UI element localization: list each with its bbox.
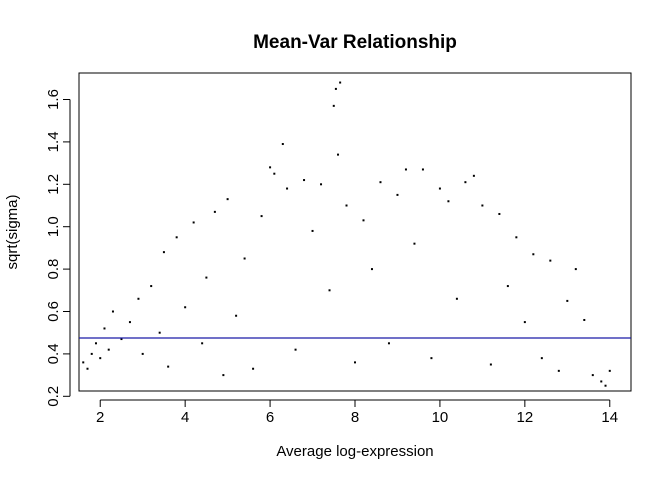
data-point — [328, 289, 331, 292]
data-point — [86, 367, 89, 370]
data-point — [128, 321, 131, 324]
data-point — [566, 299, 569, 302]
data-point — [557, 369, 560, 372]
data-point — [600, 380, 603, 383]
y-tick-label: 1.0 — [45, 216, 62, 237]
data-point — [107, 348, 110, 351]
data-point — [370, 268, 373, 271]
data-point — [481, 204, 484, 207]
data-point — [205, 276, 208, 279]
x-tick-label: 4 — [181, 409, 189, 426]
x-axis: 2 4 6 8 10 12 14 — [96, 399, 618, 426]
data-point — [387, 342, 390, 345]
data-point — [574, 268, 577, 271]
data-point — [334, 87, 337, 90]
data-point — [532, 253, 535, 256]
data-point — [438, 187, 441, 190]
data-point — [141, 352, 144, 355]
data-point — [269, 166, 272, 169]
data-point — [608, 369, 611, 372]
data-point — [396, 193, 399, 196]
data-point — [447, 200, 450, 203]
data-point — [506, 285, 509, 288]
data-point — [332, 104, 335, 107]
y-axis-label: sqrt(sigma) — [4, 194, 21, 269]
data-point — [294, 348, 297, 351]
data-point — [201, 342, 204, 345]
data-point — [162, 251, 165, 254]
data-point — [167, 365, 170, 368]
data-point — [281, 143, 284, 146]
y-tick-label: 0.4 — [45, 343, 62, 364]
data-point — [354, 361, 356, 364]
data-point — [345, 204, 348, 207]
data-point — [94, 342, 97, 345]
data-point — [523, 321, 526, 324]
data-point — [235, 314, 238, 317]
data-point — [540, 357, 543, 360]
data-point — [339, 81, 342, 84]
x-tick-label: 8 — [351, 409, 359, 426]
data-point — [489, 363, 492, 366]
data-point — [103, 327, 106, 330]
x-tick-label: 6 — [266, 409, 274, 426]
data-point — [337, 153, 340, 156]
data-point — [120, 338, 123, 341]
y-tick-label: 1.4 — [45, 131, 62, 152]
data-point — [455, 297, 458, 300]
data-point — [99, 357, 102, 360]
x-tick-label: 14 — [601, 409, 618, 426]
data-point — [192, 221, 195, 224]
data-point — [320, 183, 323, 186]
data-point — [273, 172, 276, 175]
data-point — [111, 310, 114, 313]
data-point — [252, 367, 255, 370]
data-point — [222, 374, 225, 377]
data-point — [362, 219, 365, 222]
data-point — [226, 198, 229, 201]
data-point — [175, 236, 178, 239]
data-point — [413, 242, 416, 245]
x-axis-label: Average log-expression — [276, 443, 433, 460]
data-point — [286, 187, 289, 190]
chart-title: Mean-Var Relationship — [253, 32, 457, 53]
plot-frame — [78, 72, 632, 392]
data-point — [260, 215, 263, 218]
data-point — [243, 257, 246, 260]
data-point — [137, 297, 140, 300]
data-point — [464, 181, 467, 184]
data-point — [421, 168, 424, 171]
data-point — [379, 181, 382, 184]
x-tick-label: 2 — [96, 409, 104, 426]
data-point — [311, 229, 314, 232]
data-point — [472, 174, 475, 177]
data-point — [430, 357, 433, 360]
data-points — [82, 81, 611, 387]
data-point — [515, 236, 518, 239]
data-point — [583, 318, 586, 321]
y-tick-label: 0.2 — [45, 386, 62, 407]
x-tick-label: 10 — [432, 409, 449, 426]
y-tick-label: 0.6 — [45, 301, 62, 322]
data-point — [213, 210, 216, 213]
data-point — [549, 259, 552, 262]
y-tick-label: 1.2 — [45, 174, 62, 195]
data-point — [150, 285, 153, 288]
data-point — [90, 352, 93, 355]
x-tick-label: 12 — [517, 409, 534, 426]
data-point — [82, 361, 85, 364]
data-point — [604, 384, 607, 387]
y-tick-label: 1.6 — [45, 89, 62, 110]
data-point — [303, 179, 306, 182]
y-axis: 0.2 0.4 0.6 0.8 1.0 1.2 1.4 1.6 — [45, 89, 71, 407]
data-point — [158, 331, 161, 334]
data-point — [498, 212, 501, 215]
y-tick-label: 0.8 — [45, 259, 62, 280]
data-point — [591, 374, 594, 377]
data-point — [184, 306, 187, 309]
data-point — [404, 168, 407, 171]
